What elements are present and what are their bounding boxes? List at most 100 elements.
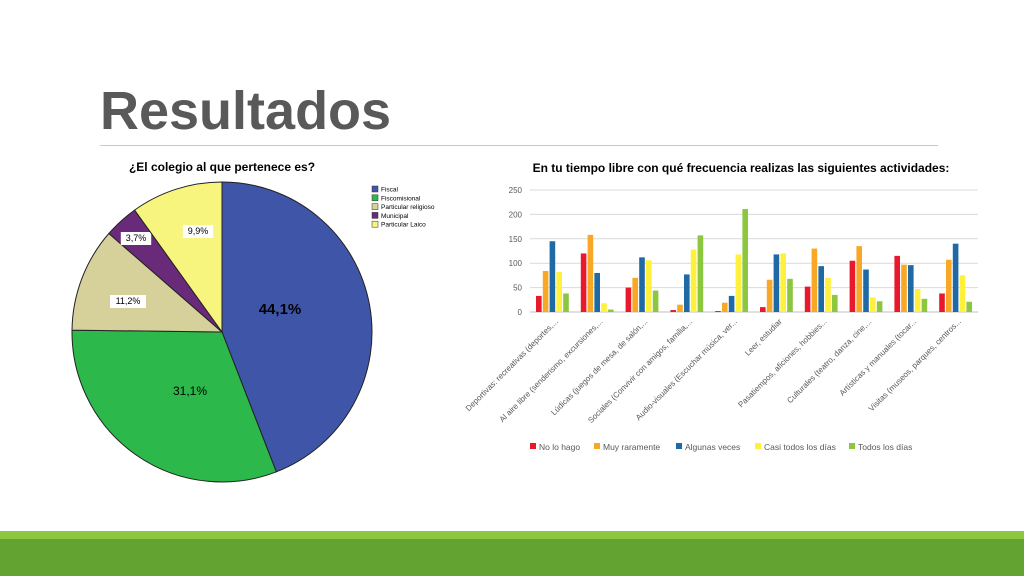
bar	[556, 271, 562, 312]
bar-ytick-label: 150	[509, 235, 523, 244]
bar	[670, 310, 676, 312]
pie-label-box	[182, 225, 214, 238]
bar	[587, 234, 594, 312]
bar	[715, 311, 721, 312]
bar	[766, 279, 773, 312]
pie-legend-label: Fiscal	[381, 187, 399, 194]
pie-slice	[71, 232, 224, 333]
bar	[901, 264, 907, 312]
bar-category-label: Artísticas y manuales (tocar...	[838, 317, 919, 398]
bar	[946, 259, 952, 312]
bar	[773, 254, 780, 312]
pie-legend-label: Municipal	[381, 213, 409, 220]
bar	[908, 265, 914, 312]
bar-legend-label: Todos los días	[858, 442, 912, 452]
bar	[894, 255, 900, 312]
pie-chart-title: ¿El colegio al que pertenece es?	[128, 160, 316, 174]
bar	[735, 254, 742, 312]
bar	[639, 257, 645, 312]
bar	[818, 266, 824, 312]
bar-ytick-label: 250	[509, 186, 523, 195]
footer-accent-stripe	[0, 531, 1024, 539]
bar-category-label: Leer, estudiar	[743, 317, 784, 358]
pie-legend-label: Particular religioso	[381, 204, 435, 211]
pie-slice	[221, 181, 373, 473]
bar-ytick-label: 200	[509, 210, 523, 219]
bar	[876, 301, 883, 312]
bar-category-label: Pasatiempos, aficiones, hobbies...	[736, 317, 828, 409]
bar	[542, 271, 549, 312]
bar	[677, 304, 683, 312]
pie-legend-label: Fiscomisional	[381, 195, 421, 202]
bar-category-label: Audio-visuales (Escuchar música, ver...	[634, 317, 739, 422]
bar-legend-swatch	[755, 443, 761, 449]
bar	[804, 286, 811, 312]
bar	[536, 295, 542, 312]
bar	[856, 246, 862, 312]
bar	[825, 277, 831, 312]
bar-legend-swatch	[530, 443, 536, 449]
bar	[870, 297, 876, 312]
bar	[832, 294, 838, 312]
pie-legend-swatch	[371, 185, 379, 193]
bar	[652, 290, 659, 312]
bar-legend-label: No lo hago	[539, 442, 580, 452]
bar	[728, 295, 735, 312]
pie-slice	[133, 181, 223, 334]
bar-category-label: Deportivas: recreativas (deportes,...	[464, 317, 560, 413]
pie-legend-swatch	[371, 212, 379, 219]
bar	[684, 274, 690, 312]
bar	[608, 309, 614, 312]
bar-ytick-label: 0	[518, 308, 523, 317]
bar-legend-label: Algunas veces	[685, 442, 740, 452]
bar	[697, 235, 704, 312]
pie-legend-swatch	[371, 203, 379, 210]
pie-label-box	[120, 232, 152, 245]
pie-value-label: 9,9%	[188, 226, 209, 236]
slide-title: Resultados	[100, 81, 392, 141]
bar	[742, 209, 748, 312]
pie-slice	[71, 329, 277, 483]
bar	[939, 293, 945, 312]
bar-category-label: Culturales (teatro, danza, cine,...	[785, 317, 873, 405]
bar	[921, 298, 928, 312]
pie-legend-swatch	[371, 194, 379, 202]
bar	[625, 287, 632, 312]
bar	[601, 303, 607, 312]
bar	[760, 307, 766, 312]
bar-ytick-label: 100	[509, 259, 523, 268]
bar	[959, 275, 966, 312]
pie-value-label: 31,1%	[173, 384, 207, 398]
bar	[780, 253, 786, 312]
bar	[646, 260, 652, 312]
bar	[563, 293, 569, 312]
bar	[966, 301, 972, 312]
bar	[580, 253, 587, 312]
bar-category-label: Lúdicas (juegos de mesa, de salón,...	[549, 317, 649, 417]
pie-value-label: 3,7%	[126, 233, 147, 243]
bar	[632, 277, 638, 312]
title-divider	[100, 145, 938, 146]
bar-legend-swatch	[676, 443, 682, 449]
bar	[549, 241, 556, 312]
bar	[594, 272, 600, 312]
bar	[722, 302, 728, 312]
pie-legend-swatch	[371, 220, 379, 228]
bar-chart-title: En tu tiempo libre con qué frecuencia re…	[532, 161, 950, 175]
bar	[914, 289, 921, 312]
bar	[952, 243, 959, 312]
pie-label-box	[110, 295, 146, 308]
bar	[787, 278, 793, 312]
bar-ytick-label: 50	[513, 284, 522, 293]
bar	[863, 269, 869, 312]
pie-value-label: 44,1%	[259, 301, 302, 318]
footer-bar	[0, 539, 1024, 576]
bar-legend-label: Muy raramente	[603, 442, 660, 452]
pie-value-label: 11,2%	[116, 296, 141, 306]
bar	[690, 249, 697, 312]
bar-legend-swatch	[594, 443, 600, 449]
bar	[849, 260, 856, 312]
bar-legend-swatch	[849, 443, 855, 449]
bar-category-label: Visitas (museos, parques, centros...	[867, 317, 963, 413]
